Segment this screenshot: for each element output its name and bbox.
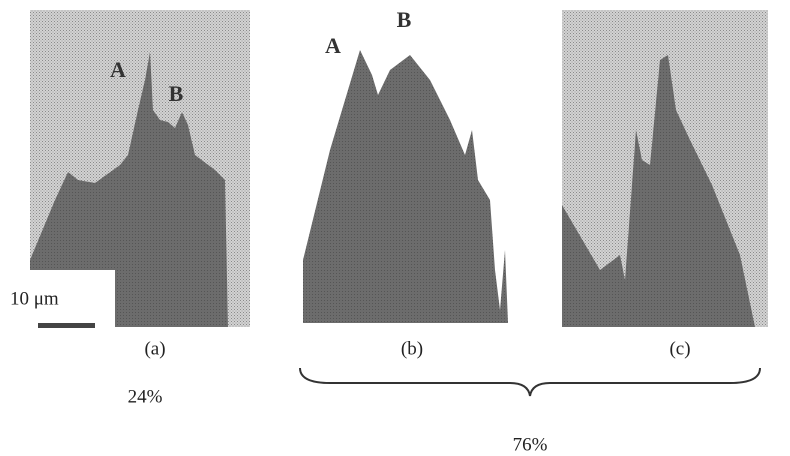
- marker-label: B: [397, 7, 412, 32]
- panel-b: A B (b): [303, 7, 508, 359]
- panel-label: (b): [401, 338, 423, 359]
- marker-label: B: [169, 81, 184, 106]
- panel-a: A B 10 μm (a): [0, 10, 250, 359]
- specimen-silhouette: [303, 50, 508, 323]
- panel-label: (c): [669, 338, 690, 359]
- marker-label: A: [110, 57, 126, 82]
- scale-bar-label: 10 μm: [10, 288, 59, 309]
- fraction-label: 24%: [128, 386, 163, 407]
- panel-label: (a): [144, 338, 165, 359]
- marker-label: A: [325, 33, 341, 58]
- panel-c: (c): [562, 10, 768, 359]
- scale-bar: [38, 323, 95, 328]
- grouping-brace: [300, 368, 760, 396]
- fraction-label: 76%: [513, 434, 548, 455]
- figure: A B 10 μm (a) A B (b) (c) 24% 76%: [0, 0, 790, 456]
